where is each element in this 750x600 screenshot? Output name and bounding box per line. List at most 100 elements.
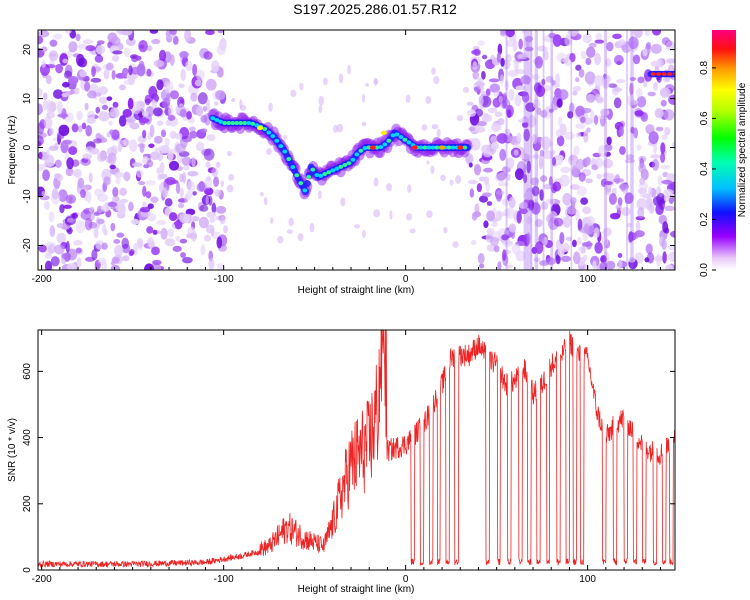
spectrogram-cell: [179, 187, 184, 198]
spectrogram-cell: [141, 201, 147, 208]
spectrogram-cell: [89, 147, 100, 155]
spectrogram-cell: [571, 239, 577, 248]
spectrogram-cell: [77, 43, 88, 50]
spectrogram-cell: [656, 76, 661, 81]
spectrogram-cell: [539, 189, 544, 201]
spectrogram-cell: [531, 154, 542, 159]
spectrogram-cell: [508, 88, 515, 101]
spectrogram-cell: [486, 227, 495, 235]
spectrogram-cell: [50, 256, 60, 267]
spectrogram-cell: [628, 36, 639, 50]
spectrogram-cell: [661, 134, 668, 141]
snr-y-tick-label: 600: [22, 363, 33, 380]
spectrogram-cell: [546, 213, 556, 224]
spectrogram-cell: [168, 212, 178, 222]
spectrogram-cell: [477, 120, 487, 127]
spectrogram-cell: [553, 217, 564, 227]
spectrogram-cell: [71, 123, 79, 133]
spectrogram-cell: [385, 183, 393, 192]
spectrogram-cell: [506, 109, 512, 119]
spectrogram-cell: [188, 126, 196, 132]
spectrogram-cell: [564, 131, 575, 140]
spectrogram-cell: [566, 206, 578, 215]
spectrogram-cell: [542, 150, 554, 160]
spectrogram-cell: [177, 202, 185, 209]
spectrogram-cell: [411, 145, 418, 150]
spectrogram-cell: [489, 236, 499, 246]
spectrogram-cell: [502, 92, 508, 101]
spectrogram-cell: [131, 101, 141, 115]
spectrogram-cell: [508, 223, 517, 233]
spectrogram-streak: [550, 30, 554, 270]
spectrogram-cell: [43, 92, 48, 101]
spectrogram-x-tick-label: -200: [32, 274, 52, 285]
spectrogram-cell: [555, 254, 561, 265]
spectrogram-cell: [604, 183, 612, 196]
spectrogram-cell: [186, 232, 198, 239]
spectrogram-cell: [543, 50, 549, 61]
colorbar-label: Normalized spectral amplitude: [737, 82, 748, 217]
spectrogram-cell: [592, 260, 597, 270]
spectrogram-cell: [59, 204, 65, 214]
spectrogram-cell: [601, 234, 608, 247]
spectrogram-cell: [483, 220, 489, 229]
spectrogram-cell: [655, 126, 664, 132]
spectrogram-cell: [56, 232, 67, 244]
spectrogram-cell: [495, 188, 503, 202]
spectrogram-cell: [254, 123, 260, 128]
spectrogram-cell: [161, 187, 168, 199]
spectrogram-cell: [409, 228, 416, 234]
spectrogram-cell: [62, 139, 73, 145]
spectrogram-cell: [566, 236, 572, 242]
spectrogram-cell: [534, 241, 544, 254]
spectrogram-cell: [131, 218, 140, 225]
spectrogram-cell: [117, 139, 127, 147]
spectrogram-cell: [519, 153, 531, 160]
spectrogram-cell: [574, 77, 580, 83]
spectrogram-x-tick-label: 0: [403, 274, 409, 285]
spectrogram-cell: [146, 226, 154, 234]
spectrogram-cell: [204, 176, 213, 189]
spectrogram-cell: [314, 172, 320, 177]
spectrogram-cell: [583, 130, 589, 143]
spectrogram-cell: [578, 172, 586, 182]
snr-series-line: [38, 330, 675, 569]
spectrogram-cell: [571, 165, 578, 177]
spectrogram-cell: [205, 161, 211, 168]
spectrogram-streak: [529, 30, 532, 270]
spectrogram-cell: [146, 45, 153, 52]
spectrogram-cell: [534, 218, 543, 228]
spectrogram-cell: [52, 89, 63, 99]
spectrogram-cell: [231, 97, 236, 103]
spectrogram-cell: [175, 143, 186, 154]
spectrogram-cell: [398, 135, 404, 140]
spectrogram-cell: [496, 133, 508, 144]
spectrogram-y-tick-label: -10: [22, 189, 33, 204]
spectrogram-cell: [111, 36, 121, 47]
spectrogram-cell: [239, 104, 247, 111]
spectrogram-cell: [38, 103, 43, 115]
spectrogram-cell: [545, 198, 556, 205]
spectrogram-cell: [178, 83, 185, 88]
spectrogram-cell: [481, 115, 490, 122]
spectrogram-cell: [532, 98, 541, 109]
spectrogram-cell: [575, 64, 582, 71]
spectrogram-cell: [644, 257, 650, 263]
spectrogram-cell: [469, 188, 475, 198]
spectrogram-cell: [540, 136, 551, 149]
spectrogram-cell: [600, 255, 607, 264]
spectrogram-cell: [466, 101, 474, 106]
spectrogram-cell: [274, 138, 280, 143]
spectrogram-cell: [159, 173, 168, 179]
spectrogram-cell: [198, 216, 209, 229]
spectrogram-cell: [526, 160, 531, 174]
spectrogram-cell: [179, 238, 188, 244]
spectrogram-cell: [54, 244, 65, 255]
spectrogram-cell: [170, 179, 179, 184]
spectrogram-cell: [203, 51, 213, 60]
spectrogram-cell: [164, 137, 170, 147]
spectrogram-cell: [213, 101, 219, 106]
spectrogram-cell: [101, 104, 109, 111]
spectrogram-cell: [373, 209, 380, 218]
spectrogram-cell: [286, 157, 292, 162]
